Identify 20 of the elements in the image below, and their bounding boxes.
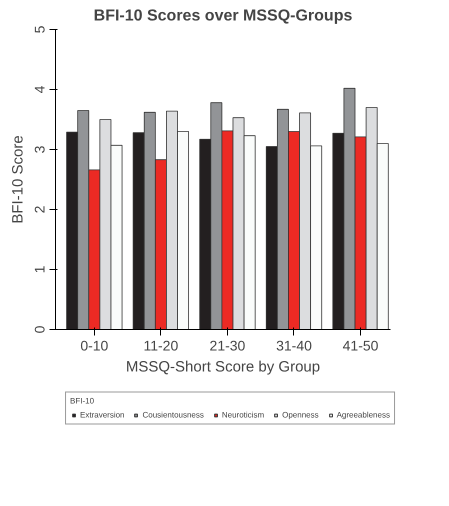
legend-label: Neuroticism bbox=[222, 410, 264, 420]
y-tick-label: 0 bbox=[32, 325, 48, 334]
y-axis-title: BFI-10 Score bbox=[10, 135, 26, 224]
y-tick-label: 3 bbox=[32, 145, 48, 154]
legend-title: BFI-10 bbox=[70, 396, 96, 406]
x-tick-label: 21-30 bbox=[210, 338, 246, 354]
y-tick-label: 1 bbox=[32, 265, 48, 274]
legend-label: Extraversion bbox=[80, 410, 125, 420]
x-tick-label: 0-10 bbox=[80, 338, 109, 354]
legend-label: Agreeableness bbox=[336, 410, 390, 420]
x-tick-label: 11-20 bbox=[143, 338, 178, 354]
y-tick-label: 2 bbox=[32, 205, 48, 214]
y-tick-label: 5 bbox=[32, 25, 48, 34]
x-tick-label: 31-40 bbox=[276, 338, 312, 354]
legend-label: Openness bbox=[282, 410, 319, 420]
legend-label: Cousientousness bbox=[142, 410, 204, 420]
chart-title: BFI-10 Scores over MSSQ-Groups bbox=[94, 8, 352, 24]
x-tick-label: 41-50 bbox=[342, 338, 379, 354]
y-tick-label: 4 bbox=[32, 85, 48, 94]
x-axis-title: MSSQ-Short Score by Group bbox=[126, 358, 320, 376]
